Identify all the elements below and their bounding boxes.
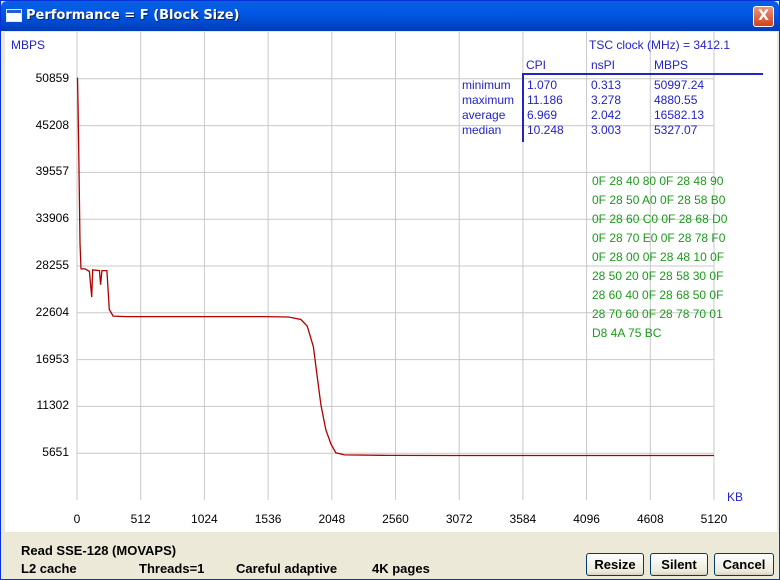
close-button[interactable]: X (753, 6, 774, 27)
x-tick-label: 2048 (318, 512, 346, 526)
y-tick-label: 45208 (35, 117, 69, 132)
stats-header-cpi: CPI (526, 58, 547, 72)
stats-max-cpi: 11.186 (527, 93, 563, 107)
hex-line: 0F 28 70 E0 0F 28 78 F0 (592, 231, 726, 245)
stats-med-nspi: 3.003 (591, 123, 622, 137)
x-tick-label: 3584 (509, 512, 537, 526)
hex-line: D8 4A 75 BC (592, 326, 662, 340)
hex-line: 0F 28 00 0F 28 48 10 0F (592, 250, 725, 264)
y-tick-label: 39557 (35, 164, 69, 179)
y-tick-label: 16953 (35, 351, 69, 366)
tsc-clock: TSC clock (MHz) = 3412.1 (589, 38, 731, 52)
stats-min-cpi: 1.070 (527, 78, 558, 92)
hex-line: 0F 28 60 C0 0F 28 68 D0 (592, 212, 728, 226)
y-tick-label: 22604 (35, 304, 69, 319)
series-line (76, 77, 714, 457)
x-axis-title: KB (727, 490, 744, 504)
stats-label-average: average (462, 108, 506, 122)
y-tick-label: 28255 (35, 258, 69, 272)
stats-min-nspi: 0.313 (591, 78, 622, 92)
y-tick-label: 5651 (42, 445, 69, 460)
hex-line: 28 60 40 0F 28 68 50 0F (592, 288, 724, 302)
stats-avg-mbps: 16582.13 (654, 108, 705, 122)
x-tick-label: 2560 (382, 512, 409, 526)
y-tick-label: 33906 (35, 211, 69, 226)
stats-avg-cpi: 6.969 (527, 108, 558, 122)
stats-header-mbps: MBPS (654, 58, 689, 72)
resize-button[interactable]: Resize (586, 553, 644, 576)
stats-label-minimum: minimum (462, 78, 511, 92)
cache-label: L2 cache (21, 561, 77, 576)
stats-label-median: median (462, 123, 502, 137)
hex-line: 28 50 20 0F 28 58 30 0F (592, 269, 724, 283)
hex-line: 0F 28 50 A0 0F 28 58 B0 (592, 193, 726, 207)
x-tick-label: 1024 (191, 512, 218, 526)
window-title: Performance = F (Block Size) (26, 8, 240, 23)
stats-med-cpi: 10.248 (527, 123, 564, 137)
stats-max-nspi: 3.278 (591, 93, 622, 107)
performance-chart (76, 32, 763, 500)
stats-min-mbps: 50997.24 (654, 78, 705, 92)
threads-label: Threads=1 (139, 561, 205, 576)
pages-label: 4K pages (372, 561, 430, 576)
x-tick-label: 5120 (700, 512, 728, 526)
x-tick-label: 1536 (254, 512, 282, 526)
y-tick-label: 50859 (35, 70, 69, 85)
stats-avg-nspi: 2.042 (591, 108, 622, 122)
hex-line: 28 70 60 0F 28 78 70 01 (592, 307, 723, 321)
stats-label-maximum: maximum (462, 93, 515, 107)
x-tick-label: 3072 (445, 512, 473, 526)
plot-area: MBPS KB 5651 11302 16953 22604 28255 33906 395… (5, 32, 777, 532)
adaptive-label: Careful adaptive (236, 561, 338, 576)
cancel-button[interactable]: Cancel (714, 553, 774, 576)
silent-button[interactable]: Silent (650, 553, 708, 576)
x-tick-label: 0 (73, 512, 81, 526)
test-mode-label: Read SSE-128 (MOVAPS) (21, 543, 177, 558)
x-tick-label: 512 (130, 512, 151, 526)
y-axis-title: MBPS (11, 38, 46, 52)
y-tick-label: 11302 (36, 398, 69, 413)
stats-med-mbps: 5327.07 (654, 123, 698, 137)
window-icon (6, 9, 22, 22)
stats-header-nspi: nsPI (591, 58, 616, 72)
x-tick-label: 4608 (636, 512, 664, 526)
stats-max-mbps: 4880.55 (654, 93, 698, 107)
x-tick-label: 4096 (573, 512, 600, 526)
title-bar[interactable]: Performance = F (Block Size) X (1, 1, 779, 31)
hex-line: 0F 28 40 80 0F 28 48 90 (592, 174, 724, 188)
